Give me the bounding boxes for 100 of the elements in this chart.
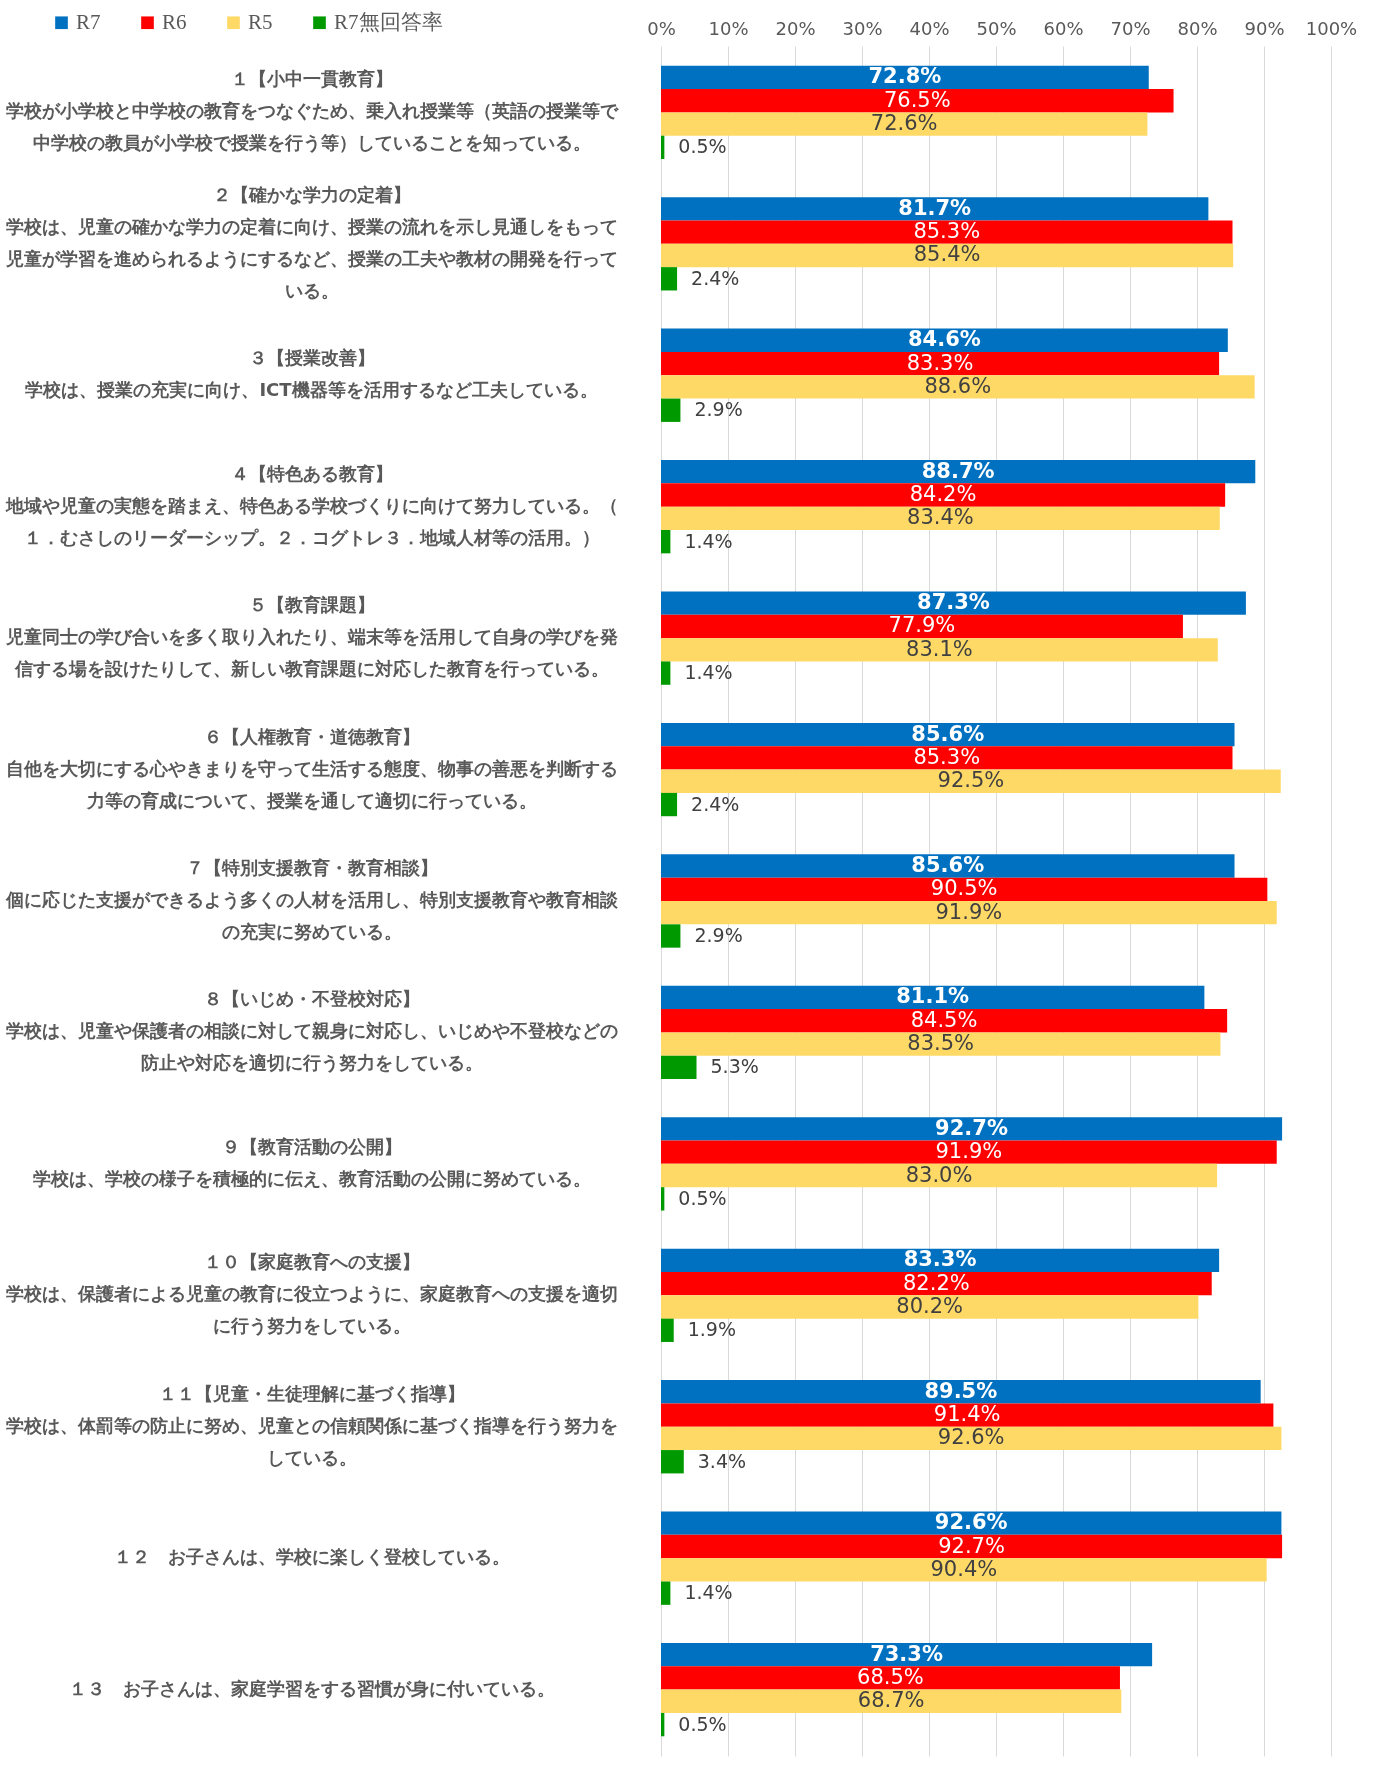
x-tick-label: 0% [647, 17, 676, 39]
x-tick-label: 90% [1244, 17, 1285, 39]
bar [661, 1558, 1267, 1582]
bar [661, 1534, 1283, 1559]
data-label: 73.3% [870, 1641, 943, 1666]
bar [661, 243, 1234, 268]
bar [661, 1380, 1261, 1404]
y-tick-label: ７【特別支援教育・教育相談】個に応じた支援ができるよう多くの人材を活用し、特別支援教育や教育相談の充実に努めている。 [4, 857, 619, 942]
bar [661, 112, 1148, 136]
data-label: 87.3% [917, 590, 990, 615]
y-tick-label: １３ お子さんは、家庭学習をする習慣が身に付いている。 [68, 1677, 555, 1699]
bar [661, 1295, 1199, 1319]
bar [661, 1055, 697, 1080]
y-tick-label: １０【家庭教育への支援】学校は、保護者による児童の教育に役立つように、家庭教育への支援を適切に行う努力をしている。 [5, 1251, 618, 1337]
data-label: 77.9% [888, 613, 956, 638]
y-tick-label: ２【確かな学力の定着】学校は、児童の確かな学力の定着に向け、授業の流れを示し見通しをもって児童が学習を進められるようにするなど、授業の工夫や教材の開発を行っている。 [4, 183, 618, 301]
data-label: 91.4% [933, 1402, 1001, 1427]
bar [661, 375, 1255, 399]
bar [661, 1426, 1282, 1451]
bar [661, 483, 1226, 507]
legend-label: R6 [162, 9, 187, 34]
x-tick-label: 50% [976, 17, 1017, 39]
bar [661, 1009, 1228, 1033]
x-tick-label: 100% [1305, 17, 1358, 39]
data-label: 1.4% [684, 529, 733, 552]
data-label: 2.9% [694, 924, 743, 946]
data-label: 85.6% [911, 853, 985, 877]
bar [661, 460, 1256, 484]
bar [661, 328, 1228, 352]
data-label: 85.4% [913, 242, 981, 267]
data-label: 85.6% [911, 721, 985, 746]
data-label: 84.5% [910, 1007, 978, 1032]
bar [661, 1271, 1212, 1296]
bar [661, 638, 1218, 662]
bar [661, 530, 671, 554]
data-label: 85.3% [913, 219, 981, 244]
x-tick-label: 60% [1043, 17, 1084, 39]
data-label: 84.2% [909, 482, 977, 507]
x-tick-label: 40% [909, 17, 950, 39]
data-label: 1.4% [684, 661, 733, 684]
data-label: 80.2% [896, 1293, 964, 1318]
bar [661, 792, 678, 817]
bar [661, 854, 1235, 878]
bar [661, 924, 681, 948]
data-label: 0.5% [678, 135, 727, 158]
data-label: 0.5% [678, 1712, 727, 1735]
data-label: 83.5% [907, 1031, 975, 1056]
x-tick-label: 20% [775, 17, 816, 39]
bar [661, 1163, 1218, 1188]
data-label: 92.7% [935, 1115, 1008, 1140]
bar [661, 591, 1246, 615]
bar [661, 1318, 674, 1342]
bar [661, 661, 671, 685]
data-label: 2.4% [691, 266, 740, 289]
data-label: 88.7% [921, 458, 995, 483]
bar [661, 1117, 1283, 1141]
bar [661, 746, 1233, 770]
y-tick-label: ４【特色ある教育】地域や児童の実態を踏まえ、特色ある学校づくりに向けて努力している。（１．むさしのリーダーシップ。２．コグトレ３．地域人材等の活用。） [4, 462, 618, 548]
data-label: 5.3% [710, 1055, 759, 1078]
data-label: 3.4% [697, 1449, 747, 1472]
data-label: 81.7% [898, 195, 972, 220]
data-label: 88.6% [924, 373, 992, 398]
bar [661, 1689, 1122, 1713]
bar [661, 877, 1268, 901]
bar [661, 1581, 671, 1605]
bar [661, 197, 1209, 221]
bar [661, 351, 1220, 376]
data-label: 83.1% [906, 636, 973, 661]
y-tick-label: ６【人権教育・道徳教育】自他を大切にする心やきまりを守って生活する態度、物事の善悪を判断する力等の育成について、授業を通して適切に行っている。 [5, 725, 618, 811]
data-label: 83.3% [906, 350, 974, 375]
data-label: 84.6% [907, 327, 981, 352]
data-label: 91.9% [935, 899, 1003, 924]
data-label: 92.7% [938, 1533, 1005, 1558]
data-label: 92.6% [937, 1425, 1005, 1450]
legend-label: R7 [76, 9, 101, 34]
data-label: 83.4% [907, 505, 974, 530]
data-label: 72.6% [870, 111, 938, 136]
legend-label: R7無回答率 [334, 9, 443, 34]
bar [661, 1187, 665, 1211]
data-label: 92.6% [934, 1510, 1008, 1535]
data-label: 72.8% [868, 64, 942, 89]
bar [661, 506, 1220, 531]
y-tick-label: １【小中一貫教育】学校が小学校と中学校の教育をつなぐため、乗入れ授業等（英語の授業等で中学校の教員が小学校で授業を行う等）していることを知っている。 [5, 68, 619, 154]
bar [661, 1032, 1221, 1056]
data-label: 89.5% [924, 1378, 998, 1403]
y-tick-label: １１【児童・生徒理解に基づく指導】学校は、体罰等の防止に努め、児童との信頼関係に基づく指導を行う努力をしている。 [5, 1382, 618, 1468]
y-tick-label: ８【いじめ・不登校対応】学校は、児童や保護者の相談に対して親身に対応し、いじめや不登校などの防止や対応を適切に行う努力をしている。 [5, 988, 618, 1074]
bar [661, 769, 1281, 793]
data-label: 90.4% [930, 1556, 998, 1581]
bar [661, 985, 1205, 1010]
x-tick-label: 30% [842, 17, 883, 39]
data-label: 68.7% [857, 1688, 925, 1713]
data-label: 1.9% [687, 1318, 737, 1341]
bar [661, 1403, 1274, 1427]
y-tick-label: ９【教育活動の公開】学校は、学校の様子を積極的に伝え、教育活動の公開に努めている。 [32, 1135, 591, 1189]
data-label: 0.5% [678, 1186, 727, 1209]
data-label: 76.5% [883, 87, 951, 112]
bar [661, 220, 1233, 244]
bar [661, 65, 1149, 90]
bar [661, 614, 1183, 639]
